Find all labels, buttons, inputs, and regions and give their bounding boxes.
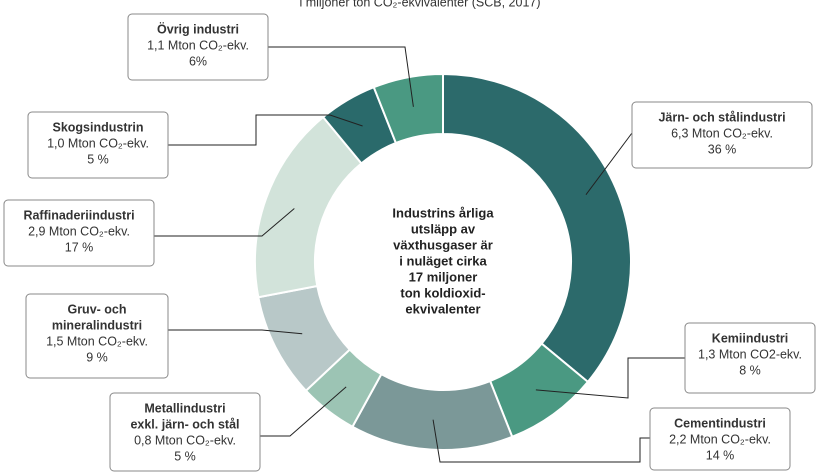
amount-label: 1,3 Mton CO2-ekv. — [698, 347, 802, 361]
donut-segment — [351, 372, 514, 451]
category-label: exkl. järn- och stål — [130, 417, 239, 431]
center-text: växthusgaser är — [393, 237, 493, 252]
center-text: i nuläget cirka — [399, 253, 487, 268]
callout-box — [127, 13, 269, 81]
center-text: Industrins årliga — [392, 205, 494, 220]
callout-box — [631, 101, 813, 169]
value-label: 5 % — [87, 152, 109, 166]
value-label: 5 % — [174, 449, 196, 463]
leader-line — [260, 386, 347, 437]
value-label: 6% — [189, 54, 207, 68]
value-label: 8 % — [739, 363, 761, 377]
leader-line — [585, 132, 633, 196]
center-text: 17 miljoner — [409, 269, 478, 284]
amount-label: 2,9 Mton CO₂-ekv. — [28, 224, 130, 238]
value-label: 9 % — [86, 350, 108, 364]
amount-label: 0,8 Mton CO₂-ekv. — [134, 433, 236, 447]
category-label: Skogsindustrin — [53, 120, 144, 134]
category-label: Raffinaderiindustri — [23, 208, 134, 222]
donut-segment — [442, 72, 632, 384]
center-text: ekvivalenter — [405, 301, 480, 316]
center-text: ton koldioxid- — [400, 285, 485, 300]
callout-box — [3, 199, 155, 267]
amount-label: 2,2 Mton CO₂-ekv. — [669, 432, 771, 446]
category-label: Metallindustri — [144, 401, 225, 415]
value-label: 17 % — [65, 240, 94, 254]
callout-box — [109, 392, 261, 472]
center-text: utsläpp av — [411, 221, 476, 236]
category-label: mineralindustri — [52, 318, 142, 332]
amount-label: 1,5 Mton CO₂-ekv. — [46, 334, 148, 348]
callout-box — [684, 322, 816, 394]
category-label: Gruv- och — [67, 302, 126, 316]
category-label: Övrig industri — [157, 21, 239, 36]
value-label: 36 % — [708, 142, 737, 156]
callout-box — [25, 293, 169, 379]
amount-label: 6,3 Mton CO₂-ekv. — [671, 126, 773, 140]
amount-label: 1,0 Mton CO₂-ekv. — [47, 136, 149, 150]
category-label: Cementindustri — [674, 416, 766, 430]
category-label: Kemiindustri — [712, 331, 788, 345]
leader-line — [535, 357, 685, 399]
leader-line — [168, 329, 303, 335]
chart-subtitle: i miljoner ton CO₂-ekvivalenter (SCB, 20… — [299, 0, 540, 9]
callout-box — [649, 407, 791, 471]
value-label: 14 % — [706, 448, 735, 462]
amount-label: 1,1 Mton CO₂-ekv. — [147, 38, 249, 52]
leader-line — [154, 208, 295, 237]
leader-line — [268, 46, 414, 107]
callout-box — [27, 111, 169, 179]
leader-line — [168, 114, 363, 146]
donut-segment — [372, 72, 444, 145]
leader-line — [432, 419, 650, 463]
category-label: Järn- och stålindustri — [658, 110, 785, 124]
